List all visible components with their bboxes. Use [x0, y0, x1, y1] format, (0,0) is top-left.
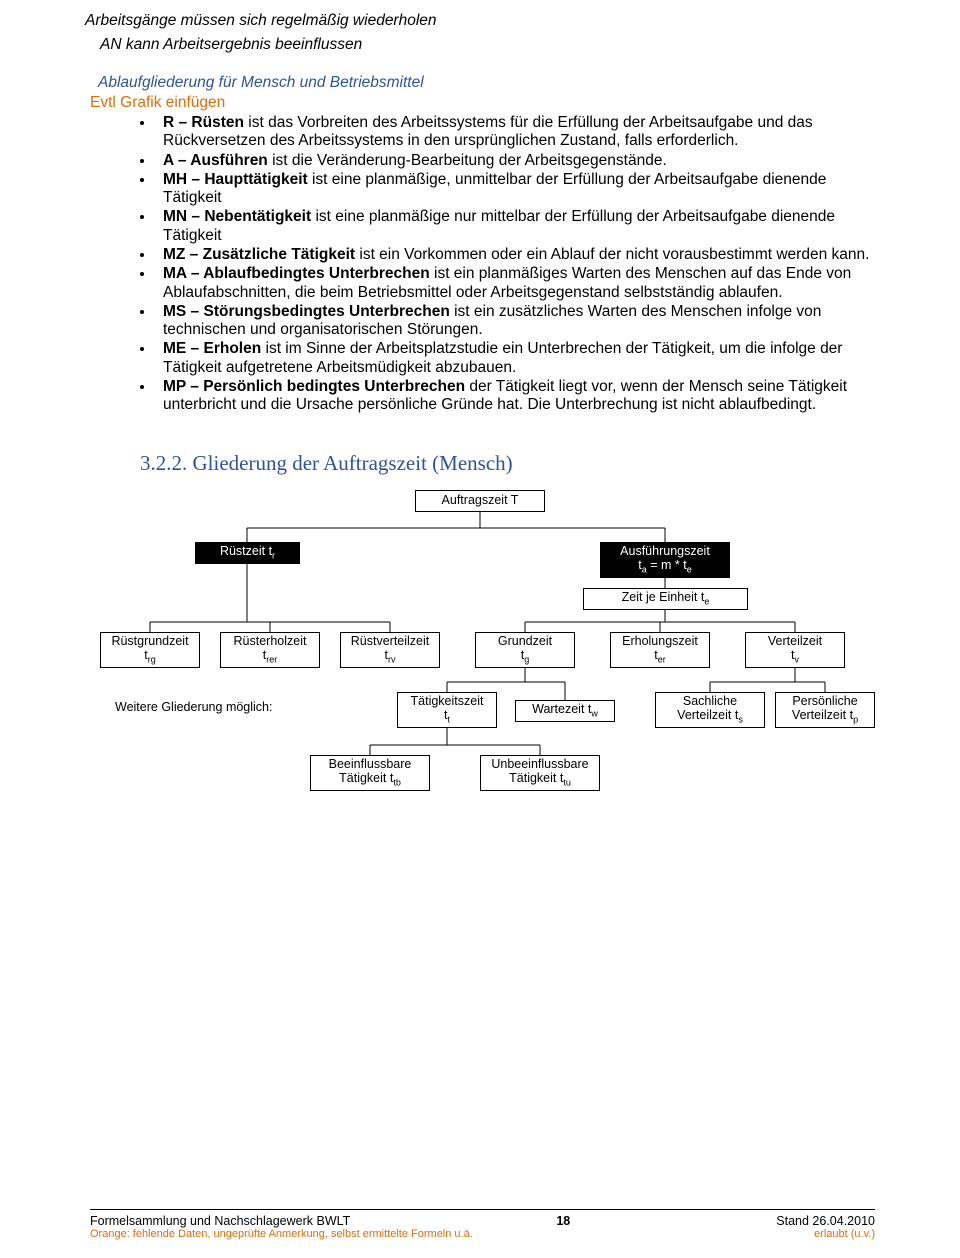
bullet-bold: MS – Störungsbedingtes Unterbrechen [163, 303, 454, 320]
bullet-bold: MZ – Zusätzliche Tätigkeit [163, 246, 359, 263]
bullet-bold: MA – Ablaufbedingtes Unterbrechen [163, 265, 434, 282]
bullet-text: ist ein Vorkommen oder ein Ablauf der ni… [359, 246, 869, 263]
node-ruesterholzeit: Rüsterholzeit trer [220, 632, 320, 668]
node-label: Persönliche [792, 694, 857, 708]
bullet-bold: ME – Erholen [163, 340, 266, 357]
bullet-bold: MN – Nebentätigkeit [163, 208, 315, 225]
header-line-1: Arbeitsgänge müssen sich regelmäßig wied… [85, 12, 875, 30]
footer-note-left: Orange: fehlende Daten, ungeprüfte Anmer… [90, 1228, 473, 1240]
node-label: Verteilzeit tp [792, 708, 858, 725]
node-label: Tätigkeitszeit [411, 694, 484, 708]
node-label: Tätigkeit ttu [509, 771, 571, 788]
bullet-item: ME – Erholen ist im Sinne der Arbeitspla… [155, 340, 875, 377]
node-persoenliche-verteilzeit: Persönliche Verteilzeit tp [775, 692, 875, 728]
node-label: ter [654, 648, 666, 665]
footer-page-number: 18 [556, 1214, 570, 1228]
bullet-text: ist im Sinne der Arbeitsplatzstudie ein … [163, 340, 842, 375]
node-label: Tätigkeit ttb [339, 771, 401, 788]
bullet-item: MS – Störungsbedingtes Unterbrechen ist … [155, 303, 875, 340]
node-beeinflussbare: Beeinflussbare Tätigkeit ttb [310, 755, 430, 791]
bullet-item: R – Rüsten ist das Vorbreiten des Arbeit… [155, 114, 875, 151]
node-label: trg [144, 648, 156, 665]
subsection-title: Ablaufgliederung für Mensch und Betriebs… [98, 74, 875, 92]
node-label: Erholungszeit [622, 634, 698, 648]
node-zeit-einheit: Zeit je Einheit te [583, 588, 748, 610]
bullet-item: MH – Haupttätigkeit ist eine planmäßige,… [155, 171, 875, 208]
node-ruestgrundzeit: Rüstgrundzeit trg [100, 632, 200, 668]
node-ruestverteilzeit: Rüstverteilzeit trv [340, 632, 440, 668]
page-footer: Formelsammlung und Nachschlagewerk BWLT … [90, 1209, 875, 1240]
hint-orange: Evtl Grafik einfügen [90, 94, 875, 112]
document-page: Arbeitsgänge müssen sich regelmäßig wied… [0, 0, 960, 1258]
bullet-bold: R – Rüsten [163, 114, 248, 131]
node-sachliche-verteilzeit: Sachliche Verteilzeit ts [655, 692, 765, 728]
bullet-item: A – Ausführen ist die Veränderung-Bearbe… [155, 152, 875, 170]
bullet-list: R – Rüsten ist das Vorbreiten des Arbeit… [90, 114, 875, 415]
node-label: trv [385, 648, 396, 665]
node-root: Auftragszeit T [415, 490, 545, 512]
node-label: Sachliche [683, 694, 737, 708]
node-label: Unbeeinflussbare [491, 757, 588, 771]
footer-left: Formelsammlung und Nachschlagewerk BWLT [90, 1214, 350, 1228]
bullet-item: MP – Persönlich bedingtes Unterbrechen d… [155, 378, 875, 415]
tree-diagram: Auftragszeit T Rüstzeit tr Ausführungsze… [95, 490, 865, 810]
bullet-bold: MH – Haupttätigkeit [163, 171, 312, 188]
bullet-text: ist die Veränderung-Bearbeitung der Arbe… [272, 152, 667, 169]
bullet-text: ist das Vorbreiten des Arbeitssystems fü… [163, 114, 813, 149]
node-label: Beeinflussbare [329, 757, 412, 771]
node-label: tt [444, 708, 450, 725]
bullet-item: MZ – Zusätzliche Tätigkeit ist ein Vorko… [155, 246, 875, 264]
node-label: Rüstgrundzeit [111, 634, 188, 648]
bullet-bold: MP – Persönlich bedingtes Unterbrechen [163, 378, 469, 395]
node-label: tg [521, 648, 530, 665]
node-grundzeit: Grundzeit tg [475, 632, 575, 668]
node-verteilzeit: Verteilzeit tv [745, 632, 845, 668]
node-label: Grundzeit [498, 634, 552, 648]
node-unbeeinflussbare: Unbeeinflussbare Tätigkeit ttu [480, 755, 600, 791]
header-line-2: AN kann Arbeitsergebnis beeinflussen [100, 36, 875, 54]
node-label: Rüsterholzeit [234, 634, 307, 648]
section-heading: 3.2.2. Gliederung der Auftragszeit (Mens… [140, 451, 875, 476]
node-label: Auftragszeit T [442, 493, 519, 507]
node-wartezeit: Wartezeit tw [515, 700, 615, 722]
node-label: ta = m * te [638, 558, 691, 575]
bullet-item: MN – Nebentätigkeit ist eine planmäßige … [155, 208, 875, 245]
node-label: Verteilzeit ts [677, 708, 743, 725]
footer-note-right: erlaubt (u.v.) [814, 1228, 875, 1240]
node-ruestzeit: Rüstzeit tr [195, 542, 300, 564]
footer-right: Stand 26.04.2010 [776, 1214, 875, 1228]
label-weitere-gliederung: Weitere Gliederung möglich: [115, 700, 272, 714]
node-ausfuehrungszeit: Ausführungszeit ta = m * te [600, 542, 730, 578]
node-label: Verteilzeit [768, 634, 822, 648]
node-label: Wartezeit tw [532, 702, 598, 719]
node-taetigkeitszeit: Tätigkeitszeit tt [397, 692, 497, 728]
node-erholungszeit: Erholungszeit ter [610, 632, 710, 668]
node-label: trer [263, 648, 277, 665]
node-label: Rüstzeit tr [220, 544, 275, 561]
node-label: Zeit je Einheit te [622, 590, 710, 607]
node-label: Ausführungszeit [620, 544, 710, 558]
node-label: Rüstverteilzeit [351, 634, 430, 648]
bullet-item: MA – Ablaufbedingtes Unterbrechen ist ei… [155, 265, 875, 302]
bullet-bold: A – Ausführen [163, 152, 272, 169]
node-label: tv [791, 648, 799, 665]
